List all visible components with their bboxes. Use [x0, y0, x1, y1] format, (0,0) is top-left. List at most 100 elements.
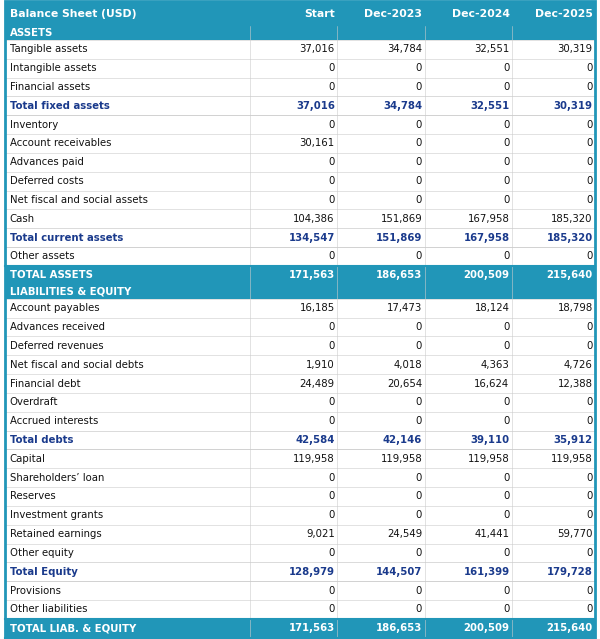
Text: 0: 0 [416, 341, 422, 351]
Text: 151,869: 151,869 [376, 233, 422, 243]
Bar [5, 134, 595, 153]
Text: 20,654: 20,654 [387, 378, 422, 389]
Text: Other assets: Other assets [10, 251, 74, 261]
Bar [5, 431, 595, 449]
Text: Inventory: Inventory [10, 119, 58, 130]
Text: Other equity: Other equity [10, 548, 73, 558]
Text: 0: 0 [503, 195, 509, 205]
Text: 144,507: 144,507 [376, 567, 422, 577]
Text: 37,016: 37,016 [299, 44, 335, 54]
Text: Total current assets: Total current assets [10, 233, 123, 243]
Text: Deferred costs: Deferred costs [10, 176, 83, 186]
Text: 24,489: 24,489 [299, 378, 335, 389]
Text: 167,958: 167,958 [463, 233, 509, 243]
Text: Tangible assets: Tangible assets [10, 44, 87, 54]
Text: 32,551: 32,551 [470, 101, 509, 111]
Text: 0: 0 [503, 548, 509, 558]
Text: 4,363: 4,363 [481, 360, 509, 370]
Text: 0: 0 [328, 416, 335, 426]
Text: 0: 0 [328, 341, 335, 351]
Text: Total Equity: Total Equity [10, 567, 77, 577]
Text: Reserves: Reserves [10, 491, 55, 502]
Text: 0: 0 [416, 157, 422, 167]
Text: Provisions: Provisions [10, 586, 61, 596]
Text: 39,110: 39,110 [470, 435, 509, 445]
Text: 35,912: 35,912 [554, 435, 593, 445]
Bar [5, 77, 595, 96]
Text: 0: 0 [328, 548, 335, 558]
Text: 1,910: 1,910 [306, 360, 335, 370]
Text: Advances received: Advances received [10, 322, 104, 332]
Text: Dec-2024: Dec-2024 [452, 8, 509, 19]
Text: 0: 0 [328, 491, 335, 502]
Text: Account payables: Account payables [10, 303, 99, 313]
Text: 59,770: 59,770 [557, 529, 593, 539]
Text: 0: 0 [416, 491, 422, 502]
Bar [5, 449, 595, 468]
Text: Net fiscal and social debts: Net fiscal and social debts [10, 360, 143, 370]
Text: 0: 0 [503, 119, 509, 130]
Text: 0: 0 [416, 63, 422, 73]
Text: 215,640: 215,640 [547, 270, 593, 281]
Text: LIABILITIES & EQUITY: LIABILITIES & EQUITY [10, 287, 131, 296]
Text: 171,563: 171,563 [289, 623, 335, 633]
Text: Intangible assets: Intangible assets [10, 63, 96, 73]
Text: 0: 0 [503, 397, 509, 407]
Text: 0: 0 [503, 341, 509, 351]
Bar [5, 562, 595, 581]
Text: 0: 0 [328, 82, 335, 92]
Text: Capital: Capital [10, 454, 46, 464]
Text: 0: 0 [416, 604, 422, 615]
Text: 0: 0 [503, 82, 509, 92]
Text: 0: 0 [328, 397, 335, 407]
Text: 0: 0 [416, 195, 422, 205]
Text: Cash: Cash [10, 214, 35, 224]
Text: 200,509: 200,509 [464, 270, 509, 281]
Text: Advances paid: Advances paid [10, 157, 83, 167]
Text: Shareholders’ loan: Shareholders’ loan [10, 473, 104, 482]
Bar [5, 247, 595, 266]
Text: 4,726: 4,726 [564, 360, 593, 370]
Text: 200,509: 200,509 [464, 623, 509, 633]
Bar [5, 284, 595, 299]
Bar [5, 40, 595, 59]
Text: 0: 0 [416, 397, 422, 407]
Text: 0: 0 [586, 251, 593, 261]
Text: 0: 0 [503, 473, 509, 482]
Text: Total debts: Total debts [10, 435, 73, 445]
Text: 18,124: 18,124 [475, 303, 509, 313]
Text: Start: Start [304, 8, 335, 19]
Text: 30,319: 30,319 [557, 44, 593, 54]
Text: Balance Sheet (USD): Balance Sheet (USD) [10, 8, 136, 19]
Text: 0: 0 [416, 176, 422, 186]
Text: 0: 0 [586, 82, 593, 92]
Text: 0: 0 [586, 63, 593, 73]
Text: 0: 0 [586, 176, 593, 186]
Text: Accrued interests: Accrued interests [10, 416, 98, 426]
Text: 0: 0 [586, 195, 593, 205]
Text: 0: 0 [416, 251, 422, 261]
Text: 0: 0 [416, 586, 422, 596]
Text: 16,185: 16,185 [299, 303, 335, 313]
Text: 37,016: 37,016 [296, 101, 335, 111]
Text: 0: 0 [586, 157, 593, 167]
Text: 0: 0 [328, 195, 335, 205]
Text: 0: 0 [586, 473, 593, 482]
Bar [5, 337, 595, 355]
Text: Dec-2023: Dec-2023 [364, 8, 422, 19]
Bar [5, 96, 595, 115]
Text: 0: 0 [416, 548, 422, 558]
Text: 0: 0 [328, 157, 335, 167]
Text: 17,473: 17,473 [387, 303, 422, 313]
Text: 0: 0 [503, 176, 509, 186]
Text: 185,320: 185,320 [547, 233, 593, 243]
Text: 0: 0 [503, 511, 509, 520]
Bar [5, 172, 595, 190]
Text: 0: 0 [503, 251, 509, 261]
Bar [5, 468, 595, 487]
Text: ASSETS: ASSETS [10, 28, 53, 38]
Text: 167,958: 167,958 [467, 214, 509, 224]
Text: 179,728: 179,728 [547, 567, 593, 577]
Text: 0: 0 [328, 63, 335, 73]
Text: 119,958: 119,958 [468, 454, 509, 464]
